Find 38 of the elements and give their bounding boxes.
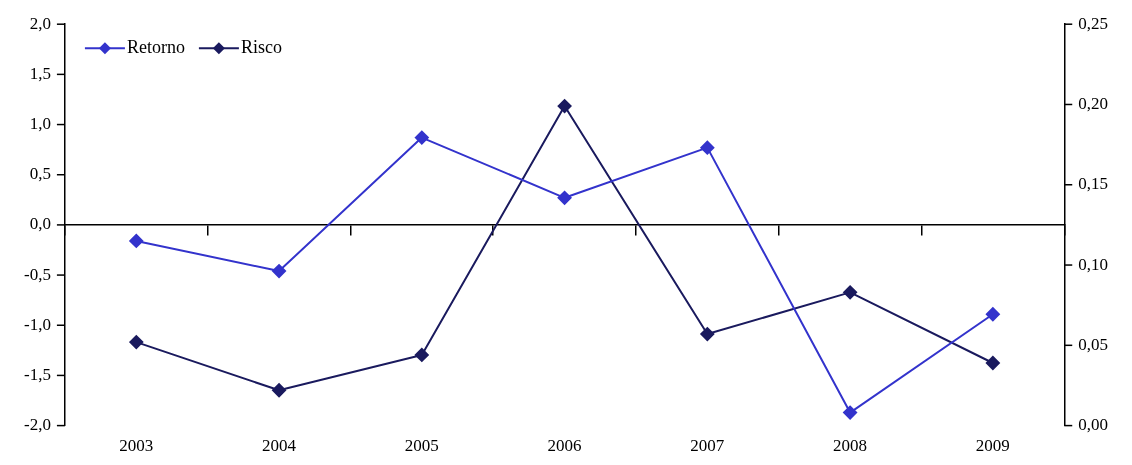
x-tick-label: 2006 [547,436,582,456]
x-tick-label: 2008 [833,436,868,456]
y2-tick-label: 0,00 [1078,415,1108,435]
x-tick-label: 2007 [690,436,725,456]
y-tick-label: -1,0 [23,314,51,334]
y2-tick-label: 0,20 [1078,93,1108,113]
point [272,383,287,398]
point [557,190,572,205]
x-tick-label: 2009 [975,436,1010,456]
y-tick-label: 0,5 [29,164,51,184]
point [843,285,858,300]
y2-tick-label: 0,25 [1078,13,1108,33]
legend-label: Risco [240,36,282,57]
point [129,335,144,350]
point [985,355,1000,370]
y-tick-label: -1,5 [23,364,51,384]
y-tick-label: 2,0 [29,13,51,33]
point [700,140,715,155]
point [843,405,858,420]
point [414,130,429,145]
point [557,99,572,114]
point [700,327,715,342]
y2-tick-label: 0,05 [1078,334,1108,354]
y-tick-label: 1,5 [29,63,51,83]
y-tick-label: -0,5 [23,264,51,284]
y-tick-label: 0,0 [29,214,51,234]
x-tick-label: 2004 [262,436,297,456]
x-tick-label: 2005 [404,436,439,456]
y2-tick-label: 0,15 [1078,174,1108,194]
x-tick-label: 2003 [119,436,154,456]
y-tick-label: -2,0 [23,415,51,435]
point [414,347,429,362]
point [129,233,144,248]
y-tick-label: 1,0 [29,114,51,134]
point [272,264,287,279]
legend-label: Retorno [126,36,185,57]
point [985,307,1000,322]
y2-tick-label: 0,10 [1078,254,1108,274]
